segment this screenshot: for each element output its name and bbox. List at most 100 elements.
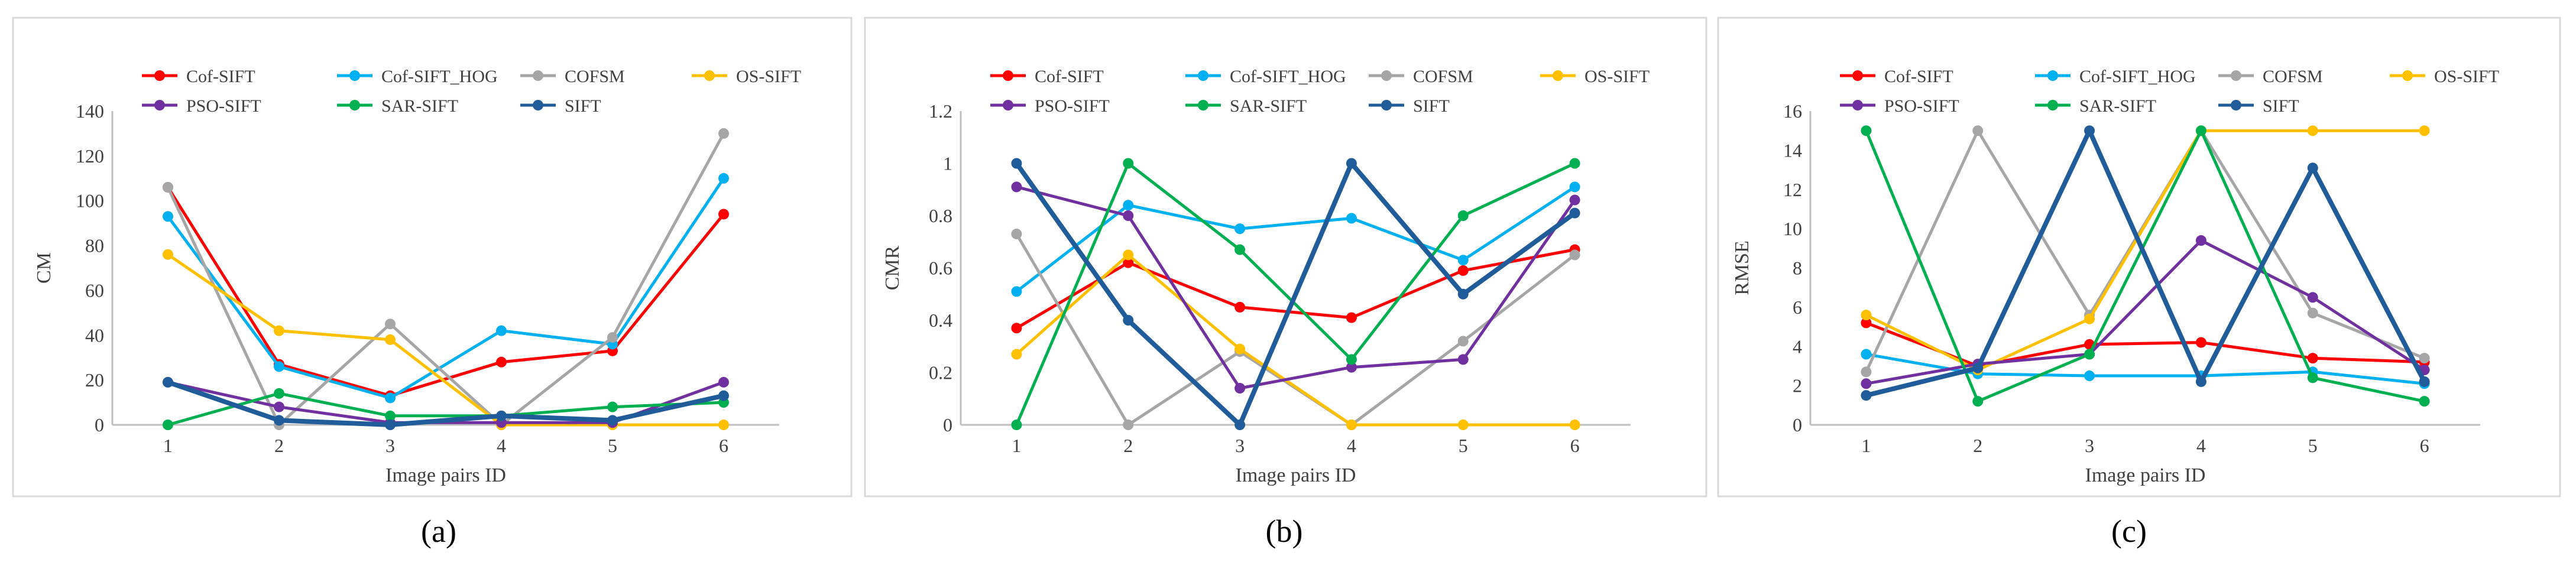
- data-point: [385, 334, 396, 345]
- data-point: [385, 420, 396, 430]
- data-point: [1234, 383, 1246, 394]
- x-axis-title: Image pairs ID: [385, 464, 506, 486]
- data-point: [1346, 420, 1357, 430]
- y-tick-label: 0.2: [929, 362, 952, 383]
- data-point: [607, 415, 618, 426]
- data-point: [718, 376, 729, 388]
- data-point: [1457, 336, 1469, 347]
- legend-entry: Cof-SIFT_HOG: [1185, 67, 1346, 86]
- data-point: [2307, 307, 2318, 318]
- legend-marker: [2047, 70, 2058, 81]
- data-point: [274, 401, 284, 412]
- data-point: [1011, 420, 1022, 430]
- data-point: [2084, 125, 2095, 136]
- data-point: [1569, 158, 1580, 169]
- series-cof-sift: [1011, 244, 1580, 334]
- y-tick-label: 0.6: [929, 258, 952, 279]
- legend-label: Cof-SIFT: [1884, 67, 1953, 86]
- x-tick-label: 5: [608, 435, 617, 456]
- data-point: [1972, 125, 1984, 136]
- data-point: [1861, 378, 1872, 389]
- legend-marker: [1198, 100, 1208, 110]
- legend-entry: Cof-SIFT_HOG: [337, 67, 498, 86]
- legend-marker: [2231, 100, 2241, 110]
- series-sar-sift: [163, 388, 729, 430]
- legend-label: PSO-SIFT: [1884, 96, 1959, 116]
- x-tick-label: 3: [385, 435, 395, 456]
- y-tick-label: 80: [85, 235, 104, 256]
- legend-marker: [2047, 100, 2058, 110]
- series-line: [1015, 162, 1576, 425]
- data-point: [1123, 158, 1134, 169]
- legend-marker: [2402, 70, 2413, 81]
- series-cof-sift-hog: [1011, 181, 1580, 297]
- legend-label: OS-SIFT: [2434, 67, 2499, 86]
- panel-a-caption: (a): [421, 513, 456, 549]
- legend-entry: SAR-SIFT: [2035, 96, 2156, 116]
- data-point: [2195, 125, 2206, 136]
- y-tick-label: 8: [1793, 258, 1802, 279]
- data-point: [1234, 244, 1246, 255]
- data-point: [2419, 125, 2430, 136]
- panel-b-caption: (b): [1265, 513, 1303, 549]
- legend-entry: OS-SIFT: [692, 67, 801, 86]
- legend-label: SAR-SIFT: [1230, 96, 1307, 116]
- data-point: [163, 249, 173, 260]
- x-axis-title: Image pairs ID: [2085, 464, 2206, 486]
- data-point: [385, 392, 396, 404]
- data-point: [274, 361, 284, 372]
- legend-marker: [1003, 70, 1013, 81]
- data-point: [2307, 125, 2318, 136]
- y-tick-label: 1: [943, 153, 952, 174]
- series-sift: [1861, 125, 2430, 401]
- data-point: [496, 356, 507, 368]
- y-tick-label: 140: [76, 100, 104, 122]
- data-point: [607, 401, 618, 412]
- legend-label: Cof-SIFT_HOG: [1230, 67, 1346, 86]
- legend-label: Cof-SIFT_HOG: [381, 67, 498, 86]
- y-tick-label: 40: [85, 324, 104, 346]
- x-tick-label: 2: [1973, 435, 1982, 456]
- x-tick-label: 3: [1235, 435, 1245, 456]
- data-point: [2307, 292, 2318, 303]
- data-point: [1457, 420, 1469, 430]
- legend-entry: SIFT: [520, 96, 601, 116]
- series-line: [1865, 129, 2425, 372]
- data-point: [2195, 235, 2206, 246]
- data-point: [1569, 194, 1580, 206]
- data-point: [163, 211, 173, 222]
- series-line: [166, 132, 725, 427]
- legend-marker: [1381, 70, 1392, 81]
- x-tick-label: 1: [163, 435, 173, 456]
- data-point: [1234, 420, 1246, 430]
- legend-marker: [154, 70, 165, 81]
- legend-label: COFSM: [1413, 67, 1473, 86]
- series-line: [1865, 239, 2425, 385]
- legend-entry: OS-SIFT: [1540, 67, 1650, 86]
- data-point: [1861, 366, 1872, 378]
- y-tick-label: 12: [1783, 179, 1802, 200]
- series-sift: [163, 376, 729, 430]
- data-point: [718, 390, 729, 401]
- legend-entry: COFSM: [520, 67, 625, 86]
- x-tick-label: 1: [1861, 435, 1871, 456]
- y-tick-label: 0.4: [929, 310, 952, 331]
- data-point: [1234, 343, 1246, 355]
- series-line: [167, 392, 724, 427]
- legend-marker: [1553, 70, 1563, 81]
- data-point: [1972, 396, 1984, 407]
- y-tick-label: 2: [1793, 375, 1802, 396]
- data-point: [274, 325, 284, 336]
- data-point: [1123, 315, 1134, 326]
- y-axis-title: CMR: [882, 245, 903, 290]
- x-tick-label: 6: [719, 435, 728, 456]
- data-point: [2419, 353, 2430, 364]
- data-point: [274, 388, 284, 399]
- data-point: [2195, 337, 2206, 348]
- legend-marker: [533, 100, 543, 110]
- series-pso-sift: [1011, 181, 1580, 394]
- x-tick-label: 4: [497, 435, 506, 456]
- legend-entry: COFSM: [1369, 67, 1473, 86]
- data-point: [163, 376, 173, 388]
- series-sift: [1011, 158, 1580, 430]
